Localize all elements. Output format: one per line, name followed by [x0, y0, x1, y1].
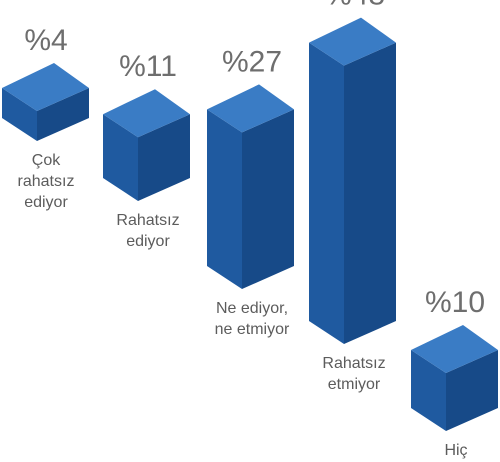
- category-label: ne etmiyor: [215, 321, 290, 338]
- category-label: Rahatsız: [116, 212, 179, 229]
- category-label: Çok: [32, 152, 61, 169]
- bar-side-face: [242, 109, 294, 290]
- bar-front-face: [207, 109, 242, 290]
- bar-front-face: [103, 114, 138, 201]
- bar-top-face: [2, 63, 89, 111]
- bar-top-face: [411, 325, 498, 373]
- bar-side-face: [446, 350, 498, 431]
- value-label: %10: [425, 286, 485, 319]
- bar-top-face: [309, 17, 396, 66]
- bar-3: [207, 84, 294, 290]
- bar-side-face: [344, 42, 396, 344]
- value-label: %11: [119, 50, 177, 83]
- value-label: %48: [325, 0, 385, 12]
- category-label: Hiç: [444, 442, 467, 459]
- bar-side-face: [138, 114, 190, 201]
- category-label: Ne ediyor,: [216, 300, 288, 317]
- bar-1: [2, 63, 89, 141]
- bar-front-face: [309, 42, 344, 344]
- bar-top-face: [103, 89, 190, 138]
- category-label: ediyor: [126, 233, 170, 250]
- bar-side-face: [37, 88, 89, 141]
- bar-front-face: [2, 88, 37, 141]
- value-label: %4: [24, 24, 67, 57]
- value-label: %27: [222, 45, 282, 78]
- bar-5: [411, 325, 498, 431]
- category-label: ediyor: [24, 194, 68, 211]
- bar-2: [103, 89, 190, 201]
- category-label: Rahatsız: [322, 355, 385, 372]
- bar-top-face: [207, 84, 294, 133]
- category-label: etmiyor: [328, 376, 381, 393]
- bar-4: [309, 17, 396, 344]
- category-label: rahatsız: [18, 173, 75, 190]
- bar-front-face: [411, 350, 446, 431]
